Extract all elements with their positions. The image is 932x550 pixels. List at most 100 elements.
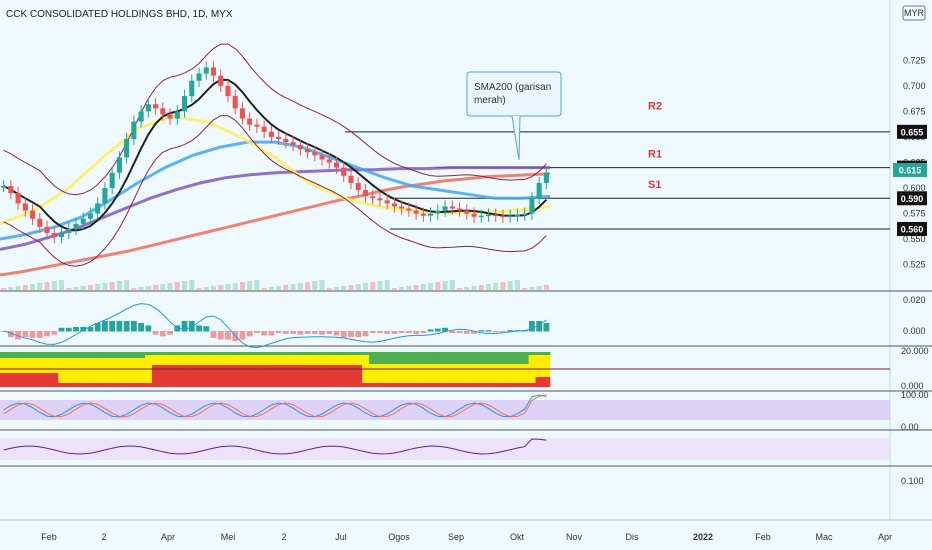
macd-bar [275,331,282,334]
callout-text-1: SMA200 (garisan [474,82,551,93]
volume-bar [522,288,528,290]
x-tick: Feb [41,532,57,542]
heat-green [521,352,529,364]
heat-red [282,365,290,387]
x-tick: 2022 [693,532,713,542]
heat-red [57,383,66,387]
volume-bar [138,287,144,290]
heat-red [217,365,225,387]
candle-body [442,206,448,211]
heat-green [209,352,218,355]
macd-bar [7,331,14,338]
heat-red [441,383,449,387]
chart-title: CCK CONSOLIDATED HOLDINGS BHD, 1D, MYX [6,9,233,20]
heat-red [79,383,88,387]
heat-red [7,373,15,387]
heat-green [231,352,240,355]
heat-green [325,352,334,355]
heat-red [361,383,370,387]
macd-bar [73,327,79,332]
x-tick: Ogos [388,532,410,542]
candle-body [138,111,144,122]
candle-body [210,67,217,76]
volume-bar [297,283,303,290]
volume-bar [435,282,441,290]
volume-bar [58,280,65,290]
volume-bar [203,287,209,290]
volume-bar [391,288,397,290]
candle-body [391,203,397,207]
macd-bar [420,331,427,334]
candle-body [471,213,477,217]
x-tick: Mac [815,532,833,542]
candle-body [384,200,390,204]
volume-bar [341,286,347,290]
candle-body [522,213,528,216]
volume-bar [102,283,108,290]
heat-green [21,352,30,358]
heat-green [484,352,493,364]
heat-red [275,365,283,387]
heat-green [72,352,80,358]
rsi-line [3,438,547,455]
rsi-pane: 0.100 [0,438,924,486]
heat-green [275,352,283,355]
heat-green [289,352,298,355]
heat-red [376,383,384,387]
volume-bar [160,284,166,290]
ma-line [0,166,550,251]
candle-body [290,142,296,146]
volume-bar [362,283,368,290]
macd-bar [536,321,543,332]
volume-bar [348,285,354,290]
candle-body [247,118,253,125]
candle-body [529,198,535,214]
heat-red [137,383,146,387]
heat-green [50,352,59,358]
heat-green [332,352,341,355]
volume-bar [182,281,188,290]
heat-green [101,352,109,358]
heat-green [195,352,203,355]
heat-green [477,352,486,364]
level-value: 0.560 [901,224,924,234]
heat-green [542,352,551,355]
heat-red [173,365,182,387]
heat-red [513,383,522,387]
heat-green [426,352,435,364]
macd-bar [203,326,210,332]
macd-bar [398,331,405,334]
candle-body [87,213,93,219]
heat-red [419,383,428,387]
candle-body [457,208,463,211]
candle-body [362,190,368,197]
heat-green [354,352,363,355]
macd-bar [340,331,347,338]
candle-body [326,159,332,163]
macd-bar [196,325,202,332]
heat-red [36,373,44,387]
volume-bar [131,288,137,290]
heat-green [419,352,428,364]
candle-body [428,213,434,216]
candle-body [261,126,267,132]
x-tick: Apr [878,532,892,542]
price-tick: 0.725 [903,55,926,65]
macd-line [3,303,547,349]
macd-bar [217,331,224,340]
candle-body [312,152,318,156]
x-tick: Jul [335,532,347,542]
macd-pane: 0.020 0.000 [0,295,926,349]
currency-badge[interactable]: MYR [902,5,926,21]
band-lower [3,115,547,267]
volume-bar [413,285,419,290]
candle-body [37,218,43,227]
volume-bar [442,281,448,290]
candle-body [58,233,65,238]
candle-body [536,182,542,199]
heat-red [332,365,341,387]
heat-red [260,365,269,387]
last-price-badge [893,163,927,177]
candle-body [102,188,108,204]
